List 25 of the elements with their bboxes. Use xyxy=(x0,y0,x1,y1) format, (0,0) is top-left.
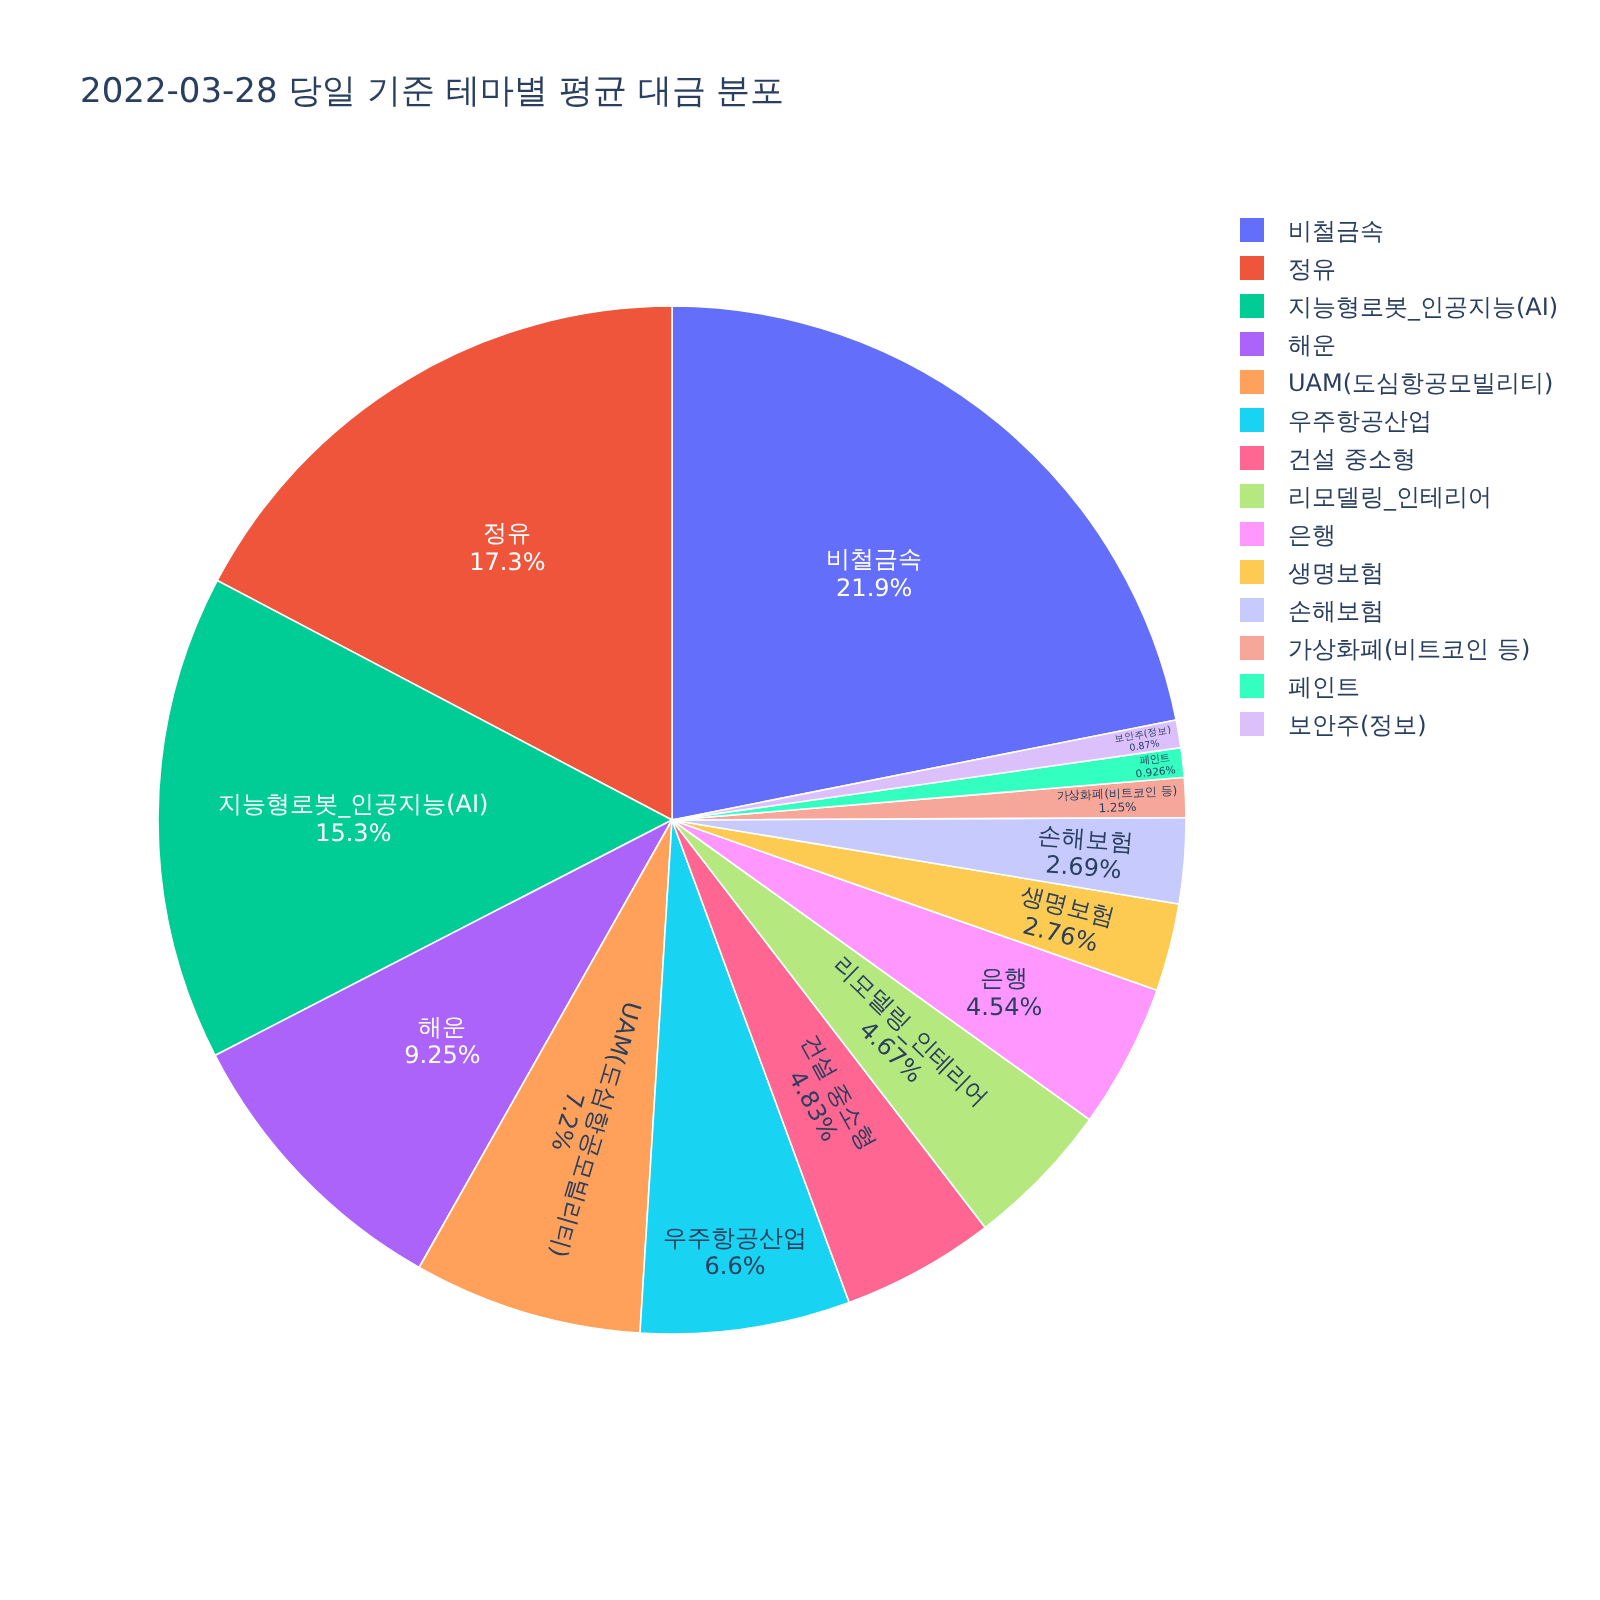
data-label: 21.9% xyxy=(836,574,913,603)
legend-label: 리모델링_인테리어 xyxy=(1288,483,1492,511)
legend-label: 건설 중소형 xyxy=(1288,445,1416,473)
legend-label: 손해보험 xyxy=(1288,597,1384,625)
legend-label: 우주항공산업 xyxy=(1288,407,1432,435)
slice-label: 비철금속 xyxy=(826,545,923,574)
data-label: 15.3% xyxy=(315,818,392,847)
legend-label: 정유 xyxy=(1288,255,1336,283)
data-label: 6.6% xyxy=(704,1252,766,1281)
slice-label: 지능형로봇_인공지능(AI) xyxy=(218,790,489,819)
legend-label: 가상화폐(비트코인 등) xyxy=(1288,635,1531,663)
slice-label: 정유 xyxy=(483,518,532,547)
legend-label: UAM(도심항공모빌리티) xyxy=(1288,369,1554,397)
chart-title: 2022-03-28 당일 기준 테마별 평균 대금 분포 xyxy=(80,72,785,112)
data-label: 9.25% xyxy=(404,1041,481,1070)
slice-label: 우주항공산업 xyxy=(663,1223,808,1252)
legend-label: 생명보험 xyxy=(1288,559,1384,587)
legend-label: 비철금속 xyxy=(1288,217,1384,245)
legend-label: 해운 xyxy=(1288,331,1336,359)
legend-label: 페인트 xyxy=(1288,673,1360,701)
legend-label: 지능형로봇_인공지능(AI) xyxy=(1288,293,1559,321)
slice-label: 해운 xyxy=(418,1012,467,1041)
legend-label: 은행 xyxy=(1288,521,1336,549)
data-label: 17.3% xyxy=(469,547,546,576)
legend-label: 보안주(정보) xyxy=(1288,711,1427,739)
